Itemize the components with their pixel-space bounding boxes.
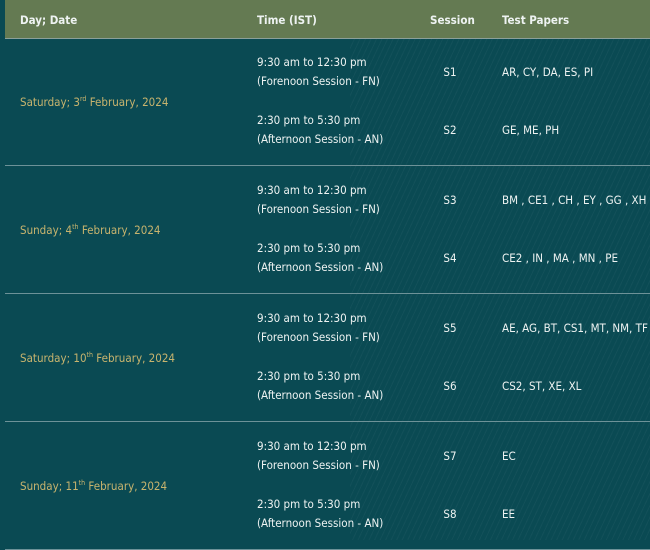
header-day-date: Day; Date [20, 13, 78, 27]
session-time: 9:30 am to 12:30 pm (Forenoon Session - … [257, 437, 380, 475]
session-code: S4 [443, 251, 457, 265]
time-range: 9:30 am to 12:30 pm [257, 55, 367, 69]
date-suffix: rd [79, 95, 87, 104]
date-group: Sunday; 11th February, 2024 9:30 am to 1… [5, 422, 650, 550]
date-rest: February, 2024 [78, 223, 161, 237]
test-papers: BM , CE1 , CH , EY , GG , XH [502, 193, 647, 207]
date-rest: February, 2024 [93, 351, 175, 365]
session-label: (Forenoon Session - FN) [257, 74, 380, 88]
header-time: Time (IST) [257, 13, 317, 27]
test-papers: AR, CY, DA, ES, PI [502, 65, 594, 79]
time-range: 2:30 pm to 5:30 pm [257, 369, 361, 383]
exam-date: Saturday; 3rd February, 2024 [20, 95, 168, 109]
session-label: (Forenoon Session - FN) [257, 202, 380, 216]
date-group: Saturday; 10th February, 2024 9:30 am to… [5, 294, 650, 422]
date-day: Sunday; 11 [20, 479, 79, 493]
test-papers: GE, ME, PH [502, 123, 560, 137]
time-range: 9:30 am to 12:30 pm [257, 311, 367, 325]
date-rest: February, 2024 [86, 95, 169, 109]
date-suffix: th [86, 351, 94, 360]
test-papers: EC [502, 449, 516, 463]
session-code: S1 [443, 65, 457, 79]
session-label: (Afternoon Session - AN) [257, 132, 384, 146]
session-label: (Forenoon Session - FN) [257, 458, 380, 472]
session-label: (Afternoon Session - AN) [257, 260, 384, 274]
time-range: 2:30 pm to 5:30 pm [257, 497, 361, 511]
test-papers: EE [502, 507, 516, 521]
time-range: 9:30 am to 12:30 pm [257, 183, 367, 197]
session-label: (Afternoon Session - AN) [257, 388, 384, 402]
session-time: 9:30 am to 12:30 pm (Forenoon Session - … [257, 53, 380, 91]
time-range: 2:30 pm to 5:30 pm [257, 113, 361, 127]
session-time: 2:30 pm to 5:30 pm (Afternoon Session - … [257, 111, 383, 149]
session-code: S8 [443, 507, 457, 521]
session-time: 9:30 am to 12:30 pm (Forenoon Session - … [257, 309, 380, 347]
date-group: Saturday; 3rd February, 2024 9:30 am to … [5, 38, 650, 166]
session-time: 9:30 am to 12:30 pm (Forenoon Session - … [257, 181, 380, 219]
table-header: Day; Date Time (IST) Session Test Papers [5, 0, 650, 39]
session-time: 2:30 pm to 5:30 pm (Afternoon Session - … [257, 239, 383, 277]
exam-date: Sunday; 4th February, 2024 [20, 223, 161, 237]
test-papers: AE, AG, BT, CS1, MT, NM, TF [502, 321, 648, 335]
session-label: (Forenoon Session - FN) [257, 330, 380, 344]
date-rest: February, 2024 [85, 479, 168, 493]
session-code: S2 [443, 123, 457, 137]
session-time: 2:30 pm to 5:30 pm (Afternoon Session - … [257, 495, 383, 533]
date-day: Saturday; 3 [20, 95, 80, 109]
date-suffix: th [72, 223, 79, 232]
test-papers: CS2, ST, XE, XL [502, 379, 582, 393]
header-session: Session [430, 13, 475, 27]
session-code: S6 [443, 379, 457, 393]
exam-date: Sunday; 11th February, 2024 [20, 479, 167, 493]
session-code: S7 [443, 449, 457, 463]
date-day: Sunday; 4 [20, 223, 73, 237]
test-papers: CE2 , IN , MA , MN , PE [502, 251, 618, 265]
session-code: S5 [443, 321, 457, 335]
session-time: 2:30 pm to 5:30 pm (Afternoon Session - … [257, 367, 383, 405]
session-label: (Afternoon Session - AN) [257, 516, 384, 530]
session-code: S3 [443, 193, 457, 207]
header-papers: Test Papers [502, 13, 570, 27]
date-group: Sunday; 4th February, 2024 9:30 am to 12… [5, 166, 650, 294]
time-range: 2:30 pm to 5:30 pm [257, 241, 361, 255]
exam-date: Saturday; 10th February, 2024 [20, 351, 175, 365]
date-day: Saturday; 10 [20, 351, 87, 365]
time-range: 9:30 am to 12:30 pm [257, 439, 367, 453]
date-suffix: th [78, 479, 86, 488]
